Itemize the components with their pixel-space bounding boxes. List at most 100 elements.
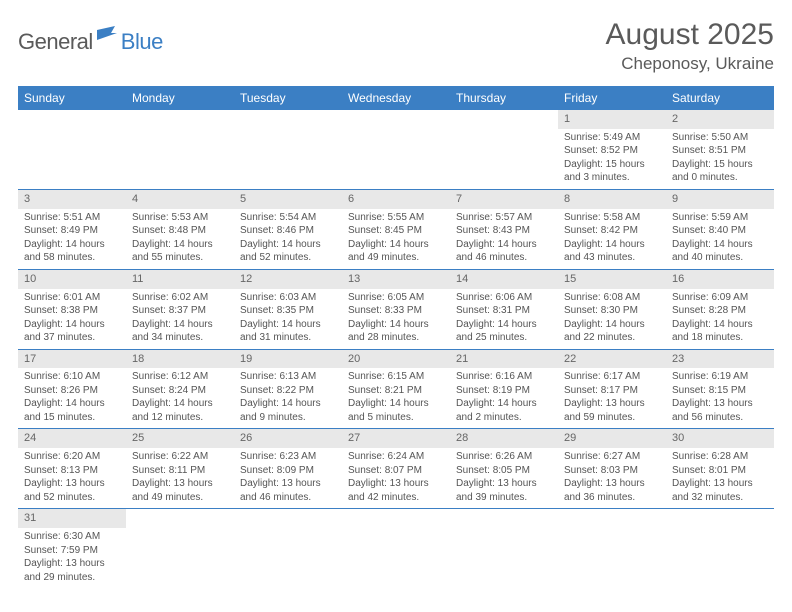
- sunset-text: Sunset: 8:46 PM: [240, 224, 336, 238]
- sunset-text: Sunset: 8:49 PM: [24, 224, 120, 238]
- sunrise-text: Sunrise: 6:02 AM: [132, 291, 228, 305]
- day-number: 31: [18, 509, 126, 528]
- title-block: August 2025 Cheponosy, Ukraine: [606, 18, 774, 74]
- calendar-day-cell: 20Sunrise: 6:15 AMSunset: 8:21 PMDayligh…: [342, 349, 450, 429]
- sunrise-text: Sunrise: 5:54 AM: [240, 211, 336, 225]
- calendar-day-cell: [126, 110, 234, 189]
- sunset-text: Sunset: 8:38 PM: [24, 304, 120, 318]
- sunset-text: Sunset: 8:33 PM: [348, 304, 444, 318]
- daylight-text: Daylight: 13 hours and 59 minutes.: [564, 397, 660, 424]
- sunrise-text: Sunrise: 6:22 AM: [132, 450, 228, 464]
- day-number-row: 15: [558, 270, 666, 289]
- logo-flag-icon: [97, 26, 119, 47]
- day-number: 5: [234, 190, 342, 209]
- day-number-row: 17: [18, 350, 126, 369]
- day-content: Sunrise: 6:05 AMSunset: 8:33 PMDaylight:…: [342, 289, 450, 349]
- calendar-day-cell: 27Sunrise: 6:24 AMSunset: 8:07 PMDayligh…: [342, 429, 450, 509]
- month-title: August 2025: [606, 18, 774, 52]
- day-number: 24: [18, 429, 126, 448]
- sunset-text: Sunset: 8:22 PM: [240, 384, 336, 398]
- calendar-week-row: 3Sunrise: 5:51 AMSunset: 8:49 PMDaylight…: [18, 189, 774, 269]
- day-content: Sunrise: 6:12 AMSunset: 8:24 PMDaylight:…: [126, 368, 234, 428]
- sunset-text: Sunset: 7:59 PM: [24, 544, 120, 558]
- calendar-day-cell: 15Sunrise: 6:08 AMSunset: 8:30 PMDayligh…: [558, 269, 666, 349]
- weekday-header: Sunday: [18, 86, 126, 110]
- sunrise-text: Sunrise: 5:59 AM: [672, 211, 768, 225]
- day-number-row: 5: [234, 190, 342, 209]
- sunrise-text: Sunrise: 5:53 AM: [132, 211, 228, 225]
- day-number-row: 11: [126, 270, 234, 289]
- calendar-day-cell: 10Sunrise: 6:01 AMSunset: 8:38 PMDayligh…: [18, 269, 126, 349]
- calendar-day-cell: 6Sunrise: 5:55 AMSunset: 8:45 PMDaylight…: [342, 189, 450, 269]
- calendar-day-cell: 5Sunrise: 5:54 AMSunset: 8:46 PMDaylight…: [234, 189, 342, 269]
- sunset-text: Sunset: 8:03 PM: [564, 464, 660, 478]
- sunset-text: Sunset: 8:19 PM: [456, 384, 552, 398]
- calendar-day-cell: [342, 509, 450, 588]
- sunrise-text: Sunrise: 6:27 AM: [564, 450, 660, 464]
- calendar-table: Sunday Monday Tuesday Wednesday Thursday…: [18, 86, 774, 588]
- day-number-row: 13: [342, 270, 450, 289]
- day-content: Sunrise: 6:27 AMSunset: 8:03 PMDaylight:…: [558, 448, 666, 508]
- sunrise-text: Sunrise: 5:50 AM: [672, 131, 768, 145]
- calendar-day-cell: 3Sunrise: 5:51 AMSunset: 8:49 PMDaylight…: [18, 189, 126, 269]
- day-number-row: 12: [234, 270, 342, 289]
- weekday-header: Saturday: [666, 86, 774, 110]
- calendar-day-cell: 13Sunrise: 6:05 AMSunset: 8:33 PMDayligh…: [342, 269, 450, 349]
- sunrise-text: Sunrise: 6:28 AM: [672, 450, 768, 464]
- sunset-text: Sunset: 8:05 PM: [456, 464, 552, 478]
- day-number-row: 6: [342, 190, 450, 209]
- daylight-text: Daylight: 14 hours and 2 minutes.: [456, 397, 552, 424]
- sunset-text: Sunset: 8:01 PM: [672, 464, 768, 478]
- day-number-row: 2: [666, 110, 774, 129]
- sunset-text: Sunset: 8:07 PM: [348, 464, 444, 478]
- calendar-day-cell: 22Sunrise: 6:17 AMSunset: 8:17 PMDayligh…: [558, 349, 666, 429]
- day-number: 13: [342, 270, 450, 289]
- sunrise-text: Sunrise: 5:51 AM: [24, 211, 120, 225]
- sunrise-text: Sunrise: 5:55 AM: [348, 211, 444, 225]
- sunrise-text: Sunrise: 6:12 AM: [132, 370, 228, 384]
- sunrise-text: Sunrise: 6:26 AM: [456, 450, 552, 464]
- day-number: 19: [234, 350, 342, 369]
- calendar-day-cell: 8Sunrise: 5:58 AMSunset: 8:42 PMDaylight…: [558, 189, 666, 269]
- daylight-text: Daylight: 14 hours and 31 minutes.: [240, 318, 336, 345]
- calendar-week-row: 31Sunrise: 6:30 AMSunset: 7:59 PMDayligh…: [18, 509, 774, 588]
- calendar-day-cell: [234, 509, 342, 588]
- calendar-day-cell: 4Sunrise: 5:53 AMSunset: 8:48 PMDaylight…: [126, 189, 234, 269]
- weekday-header: Monday: [126, 86, 234, 110]
- calendar-day-cell: [666, 509, 774, 588]
- weekday-header: Wednesday: [342, 86, 450, 110]
- day-number-row: 29: [558, 429, 666, 448]
- day-content: Sunrise: 6:09 AMSunset: 8:28 PMDaylight:…: [666, 289, 774, 349]
- daylight-text: Daylight: 15 hours and 0 minutes.: [672, 158, 768, 185]
- day-number: 4: [126, 190, 234, 209]
- day-number: 29: [558, 429, 666, 448]
- sunrise-text: Sunrise: 5:58 AM: [564, 211, 660, 225]
- daylight-text: Daylight: 14 hours and 25 minutes.: [456, 318, 552, 345]
- day-number: 20: [342, 350, 450, 369]
- day-content: Sunrise: 6:02 AMSunset: 8:37 PMDaylight:…: [126, 289, 234, 349]
- daylight-text: Daylight: 14 hours and 37 minutes.: [24, 318, 120, 345]
- calendar-day-cell: [450, 509, 558, 588]
- day-number: 18: [126, 350, 234, 369]
- daylight-text: Daylight: 14 hours and 9 minutes.: [240, 397, 336, 424]
- day-content: Sunrise: 6:06 AMSunset: 8:31 PMDaylight:…: [450, 289, 558, 349]
- day-content: Sunrise: 6:26 AMSunset: 8:05 PMDaylight:…: [450, 448, 558, 508]
- day-content: Sunrise: 6:22 AMSunset: 8:11 PMDaylight:…: [126, 448, 234, 508]
- daylight-text: Daylight: 14 hours and 58 minutes.: [24, 238, 120, 265]
- sunrise-text: Sunrise: 6:10 AM: [24, 370, 120, 384]
- day-number-row: 21: [450, 350, 558, 369]
- day-content: Sunrise: 5:50 AMSunset: 8:51 PMDaylight:…: [666, 129, 774, 189]
- day-content: Sunrise: 5:57 AMSunset: 8:43 PMDaylight:…: [450, 209, 558, 269]
- sunrise-text: Sunrise: 6:20 AM: [24, 450, 120, 464]
- day-content: Sunrise: 6:13 AMSunset: 8:22 PMDaylight:…: [234, 368, 342, 428]
- sunset-text: Sunset: 8:43 PM: [456, 224, 552, 238]
- sunrise-text: Sunrise: 6:16 AM: [456, 370, 552, 384]
- sunrise-text: Sunrise: 6:15 AM: [348, 370, 444, 384]
- day-number: 9: [666, 190, 774, 209]
- calendar-day-cell: [126, 509, 234, 588]
- weekday-header-row: Sunday Monday Tuesday Wednesday Thursday…: [18, 86, 774, 110]
- calendar-day-cell: 25Sunrise: 6:22 AMSunset: 8:11 PMDayligh…: [126, 429, 234, 509]
- sunrise-text: Sunrise: 6:19 AM: [672, 370, 768, 384]
- calendar-day-cell: 11Sunrise: 6:02 AMSunset: 8:37 PMDayligh…: [126, 269, 234, 349]
- daylight-text: Daylight: 13 hours and 42 minutes.: [348, 477, 444, 504]
